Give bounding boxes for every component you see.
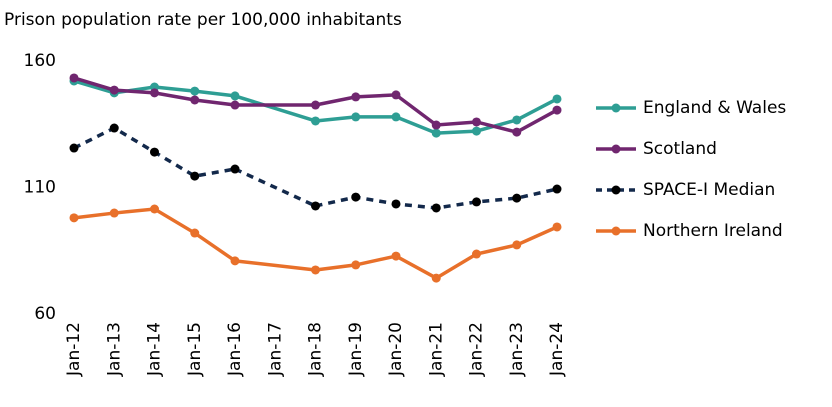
point	[512, 127, 522, 137]
legend-marker	[611, 103, 621, 113]
point	[150, 204, 159, 214]
x-tick-label: Jan-23	[507, 322, 527, 377]
gap-connector	[234, 259, 316, 272]
point	[311, 100, 320, 110]
series-line	[73, 126, 558, 210]
point	[311, 265, 320, 275]
x-tick-label: Jan-19	[346, 322, 366, 377]
point	[552, 94, 562, 104]
point	[472, 117, 481, 127]
point	[472, 249, 481, 259]
legend-marker	[611, 185, 621, 195]
point	[431, 203, 441, 213]
point	[431, 128, 441, 138]
point	[391, 112, 401, 122]
point	[190, 95, 200, 105]
x-tick-label: Jan-14	[145, 322, 165, 377]
point	[351, 92, 361, 102]
point	[69, 213, 79, 223]
point	[69, 73, 79, 83]
x-tick-label: Jan-17	[265, 322, 285, 377]
point	[351, 260, 361, 270]
point	[109, 123, 119, 133]
gap-connector	[234, 94, 317, 123]
point	[150, 88, 159, 98]
y-tick-label: 160	[24, 51, 56, 71]
legend-label: Scotland	[643, 139, 717, 159]
point	[512, 115, 522, 125]
point	[109, 85, 119, 95]
point	[472, 126, 481, 136]
legend-marker	[611, 144, 621, 154]
point	[552, 184, 562, 194]
point	[190, 86, 200, 96]
point	[190, 228, 200, 238]
gap-connector	[234, 167, 317, 208]
point	[311, 201, 320, 211]
x-tick-label: Jan-13	[104, 322, 124, 377]
x-tick-label: Jan-12	[64, 322, 84, 377]
point	[431, 120, 441, 130]
point	[431, 273, 441, 283]
point	[230, 100, 240, 110]
legend-label: England & Wales	[643, 98, 786, 118]
x-tick-label: Jan-16	[225, 322, 245, 377]
point	[311, 116, 320, 126]
point	[230, 164, 240, 174]
point	[391, 90, 401, 100]
point	[552, 222, 562, 232]
x-tick-label: Jan-15	[185, 322, 205, 377]
legend-marker	[611, 226, 621, 236]
point	[512, 240, 522, 250]
point	[472, 197, 481, 207]
point	[230, 91, 240, 101]
point	[150, 147, 159, 157]
chart-title: Prison population rate per 100,000 inhab…	[4, 10, 402, 30]
y-tick-label: 110	[24, 178, 56, 198]
point	[391, 251, 401, 261]
point	[351, 192, 361, 202]
point	[512, 193, 522, 203]
point	[190, 171, 200, 181]
x-tick-label: Jan-18	[306, 322, 326, 377]
point	[69, 143, 79, 153]
point	[552, 105, 562, 115]
y-tick-label: 60	[34, 304, 56, 324]
legend-label: SPACE-I Median	[643, 180, 775, 200]
x-tick-label: Jan-21	[426, 322, 446, 377]
legend-label: Northern Ireland	[643, 221, 783, 241]
point	[109, 208, 119, 218]
point	[391, 199, 401, 209]
point	[351, 112, 361, 122]
point	[230, 256, 240, 266]
x-tick-label: Jan-22	[467, 322, 487, 377]
x-tick-label: Jan-24	[547, 322, 567, 377]
x-tick-label: Jan-20	[386, 322, 406, 377]
